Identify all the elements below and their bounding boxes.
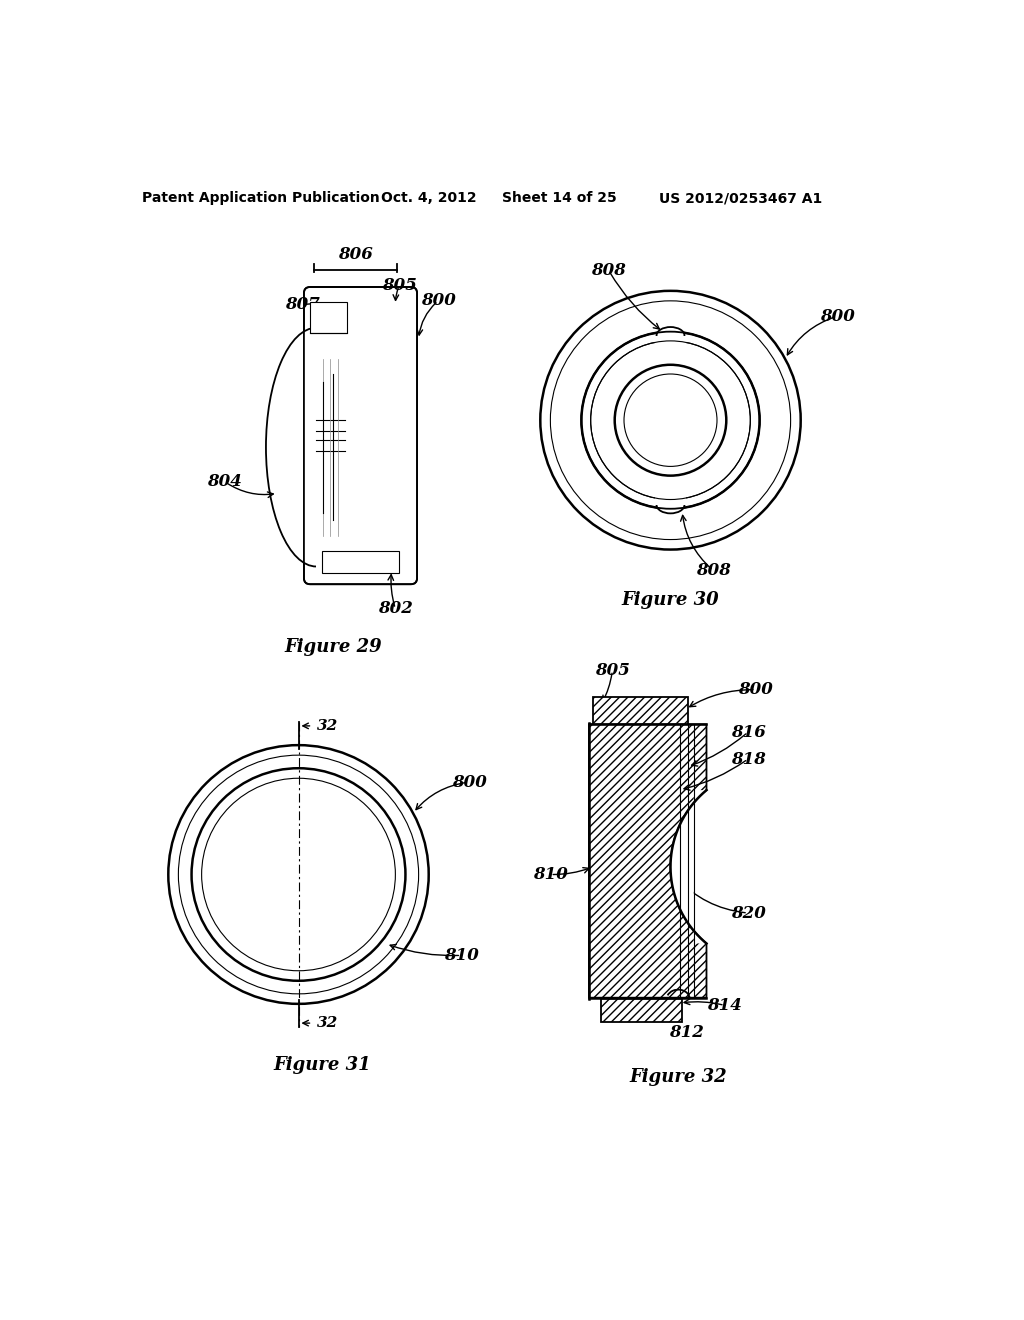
Bar	[322, 552, 399, 573]
Bar	[593, 697, 687, 725]
Circle shape	[541, 290, 801, 549]
Text: 820: 820	[730, 904, 765, 921]
Circle shape	[614, 364, 726, 475]
Text: Sheet 14 of 25: Sheet 14 of 25	[502, 191, 616, 206]
Text: 814: 814	[708, 997, 742, 1014]
Ellipse shape	[266, 327, 367, 566]
Ellipse shape	[656, 327, 684, 345]
Circle shape	[591, 341, 751, 499]
Text: 805: 805	[382, 277, 417, 294]
Circle shape	[191, 768, 406, 981]
Text: 802: 802	[378, 601, 413, 618]
Bar	[655, 495, 686, 506]
Text: 804: 804	[208, 474, 243, 490]
Circle shape	[582, 331, 760, 508]
Text: 810: 810	[532, 866, 568, 883]
Text: 800: 800	[738, 681, 773, 698]
Text: 32: 32	[317, 1016, 339, 1030]
Text: 808: 808	[591, 261, 626, 279]
Circle shape	[178, 755, 419, 994]
Text: 800: 800	[819, 308, 855, 325]
Text: Figure 31: Figure 31	[273, 1056, 371, 1074]
Text: 808: 808	[695, 562, 730, 579]
Text: 812: 812	[669, 1024, 703, 1041]
Text: 805: 805	[595, 661, 630, 678]
Text: 807: 807	[285, 296, 319, 313]
Circle shape	[624, 374, 717, 466]
Text: 818: 818	[730, 751, 765, 767]
Polygon shape	[671, 791, 707, 944]
Bar	[601, 999, 682, 1022]
Text: Patent Application Publication: Patent Application Publication	[142, 191, 380, 206]
Bar	[655, 335, 686, 346]
Polygon shape	[589, 725, 707, 998]
Text: 800: 800	[421, 292, 456, 309]
Text: Figure 32: Figure 32	[630, 1068, 727, 1086]
Text: Figure 29: Figure 29	[285, 639, 382, 656]
Bar	[316, 321, 382, 574]
Text: 800: 800	[452, 774, 486, 791]
Ellipse shape	[656, 496, 684, 513]
Text: 806: 806	[338, 246, 373, 263]
Text: Figure 30: Figure 30	[622, 590, 719, 609]
Text: Oct. 4, 2012: Oct. 4, 2012	[381, 191, 476, 206]
Bar	[310, 302, 347, 333]
Text: 32: 32	[317, 719, 339, 733]
Text: US 2012/0253467 A1: US 2012/0253467 A1	[658, 191, 822, 206]
Circle shape	[168, 744, 429, 1003]
Circle shape	[550, 301, 791, 540]
Circle shape	[202, 779, 395, 970]
Text: 816: 816	[730, 723, 765, 741]
Text: 810: 810	[443, 946, 478, 964]
FancyBboxPatch shape	[304, 286, 417, 585]
